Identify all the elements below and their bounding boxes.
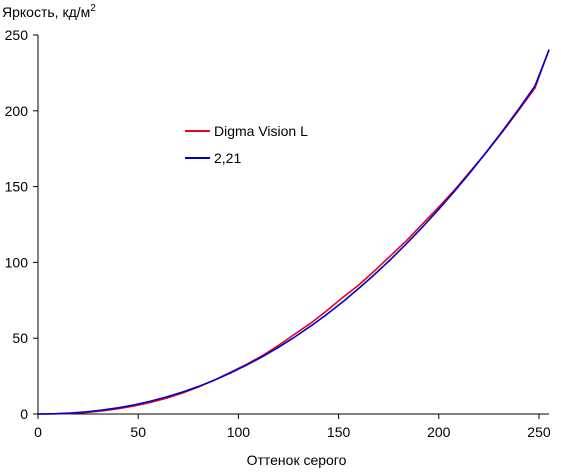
series-line-digma: [37, 49, 550, 415]
x-tick-label: 0: [34, 424, 42, 440]
y-tick-label: 150: [5, 179, 29, 195]
x-tick-label: 200: [427, 424, 451, 440]
x-tick-label: 250: [527, 424, 551, 440]
y-tick-label: 0: [20, 406, 28, 422]
ticks: 0 50 100 150 200 250 0 50 100 150 200 250: [5, 27, 551, 440]
y-tick-label: 50: [12, 330, 28, 346]
y-tick-label: 250: [5, 27, 29, 43]
legend: Digma Vision L 2,21: [185, 123, 308, 166]
legend-label-digma: Digma Vision L: [214, 123, 308, 139]
x-axis-label: Оттенок серого: [247, 452, 347, 468]
x-tick-label: 150: [327, 424, 351, 440]
y-axis-label: Яркость, кд/м2: [2, 3, 96, 20]
y-axis-label-text: Яркость, кд/м: [2, 4, 90, 20]
y-axis-label-superscript: 2: [90, 3, 96, 14]
y-tick-label: 200: [5, 103, 29, 119]
x-tick-label: 100: [227, 424, 251, 440]
axes: [37, 35, 549, 415]
x-tick-label: 50: [130, 424, 146, 440]
series: [37, 49, 550, 415]
y-tick-label: 100: [5, 254, 29, 270]
series-line-gamma: [37, 49, 550, 415]
legend-label-gamma: 2,21: [214, 150, 241, 166]
